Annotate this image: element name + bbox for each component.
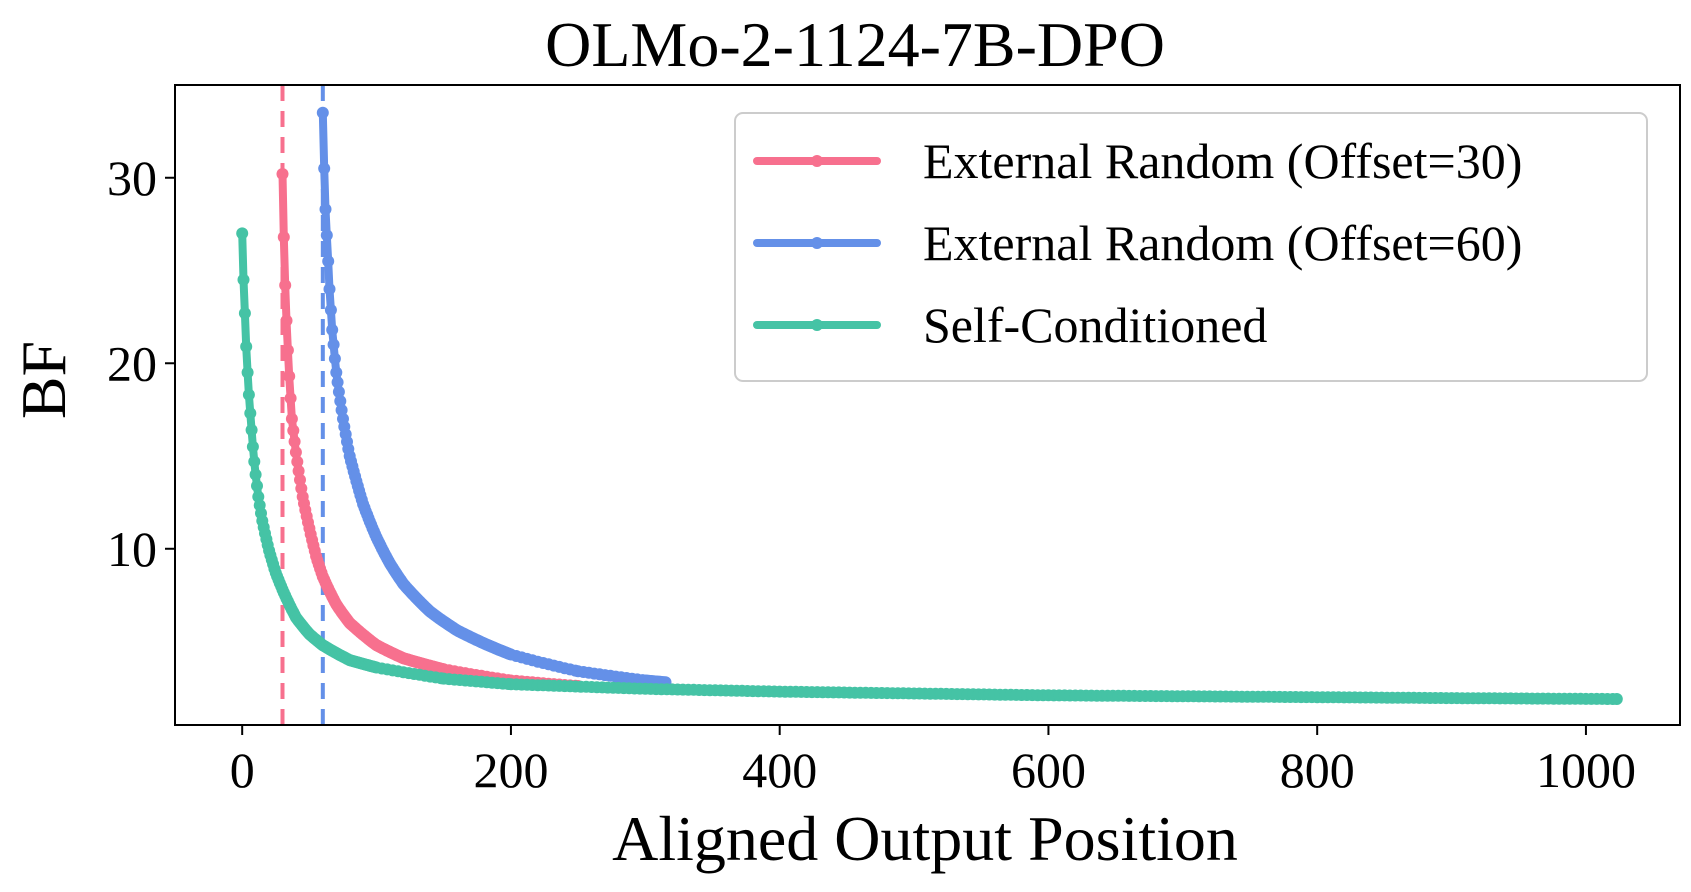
x-tick-label: 0 [230, 742, 255, 798]
data-point [287, 424, 300, 437]
data-point [241, 366, 254, 379]
data-point [251, 479, 263, 492]
x-tick-label: 200 [473, 742, 548, 798]
data-point [326, 323, 339, 336]
series-markers-0 [276, 168, 585, 692]
data-point [238, 307, 251, 320]
data-point [277, 231, 290, 244]
data-point [319, 203, 332, 216]
x-tick-label: 400 [742, 742, 817, 798]
data-point [288, 435, 301, 448]
legend: External Random (Offset=30) External Rand… [734, 112, 1648, 382]
legend-label: Self-Conditioned [923, 297, 1267, 353]
data-point [335, 404, 348, 417]
data-point [248, 455, 261, 468]
data-point [324, 304, 337, 316]
legend-label: External Random (Offset=30) [923, 133, 1522, 189]
data-point [292, 465, 305, 477]
data-point [249, 468, 262, 481]
data-point [330, 366, 343, 379]
data-point [285, 412, 298, 425]
y-tick-label: 10 [107, 521, 157, 577]
x-tick-label: 800 [1280, 742, 1355, 798]
data-point [280, 314, 293, 327]
data-point [323, 283, 336, 296]
data-point [320, 229, 333, 242]
data-point [240, 340, 253, 353]
data-point [322, 255, 335, 268]
y-tick-label: 20 [107, 335, 157, 391]
data-point [276, 168, 289, 180]
legend-label: External Random (Offset=60) [923, 215, 1522, 271]
data-point [332, 385, 345, 398]
data-point [283, 370, 296, 383]
data-point [279, 279, 292, 292]
data-point [245, 424, 258, 436]
plot-area [174, 84, 1681, 726]
legend-swatch-marker [811, 237, 823, 249]
x-axis-label: Aligned Output Position [612, 803, 1238, 874]
data-point [316, 106, 329, 119]
y-axis-label: BF [8, 341, 79, 419]
chart-title: OLMo-2-1124-7B-DPO [545, 9, 1165, 80]
data-point [281, 344, 294, 357]
data-point [236, 227, 249, 240]
data-point [242, 388, 255, 401]
data-point [331, 376, 344, 389]
x-tick-label: 1000 [1536, 742, 1636, 798]
x-tick-label: 600 [1011, 742, 1086, 798]
legend-swatch-marker [811, 319, 823, 331]
data-point [246, 440, 259, 453]
data-point [237, 273, 250, 286]
series-markers-1 [316, 106, 672, 689]
series-markers-2 [236, 227, 1623, 705]
data-point [291, 455, 304, 468]
plot-frame [174, 84, 1681, 726]
legend-box [734, 112, 1648, 382]
data-point [318, 162, 331, 175]
data-point [1610, 693, 1623, 705]
data-point [289, 446, 302, 459]
data-point [284, 392, 297, 405]
data-point [327, 338, 340, 351]
y-tick-label: 30 [107, 150, 157, 206]
data-point [328, 352, 341, 365]
plot-data [236, 85, 1623, 725]
axis-ticks: 0 200 400 600 800 1000 10 20 30 [107, 150, 1636, 798]
data-point [334, 395, 347, 408]
series-line-1 [318, 108, 670, 687]
legend-swatch-marker [811, 155, 823, 167]
data-point [244, 407, 257, 420]
